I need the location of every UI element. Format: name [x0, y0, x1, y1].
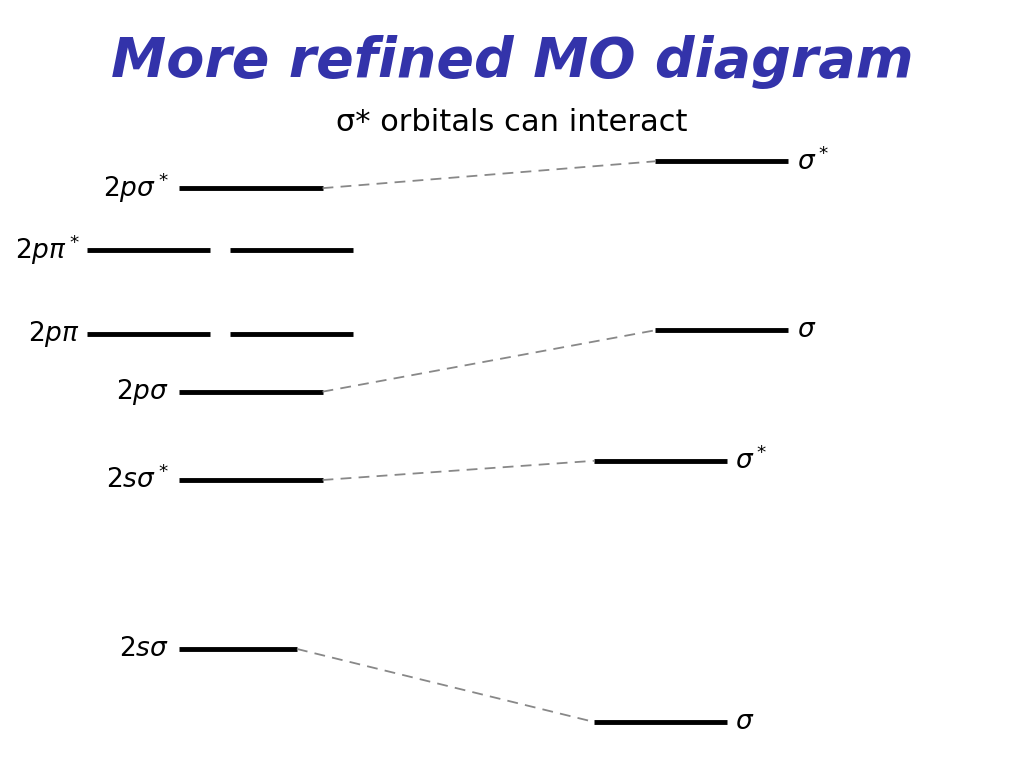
Text: $2s\sigma$: $2s\sigma$	[119, 636, 169, 662]
Text: $\sigma^*$: $\sigma^*$	[797, 147, 828, 176]
Text: $\sigma$: $\sigma$	[735, 709, 755, 735]
Text: $\sigma$: $\sigma$	[797, 317, 816, 343]
Text: $2p\sigma^*$: $2p\sigma^*$	[103, 171, 169, 205]
Text: $2p\sigma$: $2p\sigma$	[116, 376, 169, 407]
Text: $2p\pi^*$: $2p\pi^*$	[15, 233, 80, 266]
Text: σ* orbitals can interact: σ* orbitals can interact	[336, 108, 688, 137]
Text: $2s\sigma^*$: $2s\sigma^*$	[106, 465, 169, 495]
Text: $\sigma^*$: $\sigma^*$	[735, 446, 767, 475]
Text: $2p\pi$: $2p\pi$	[28, 319, 80, 349]
Text: More refined MO diagram: More refined MO diagram	[111, 35, 913, 88]
